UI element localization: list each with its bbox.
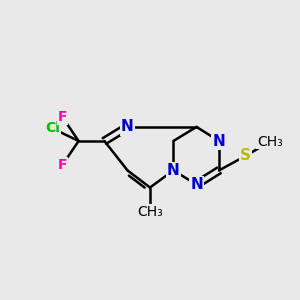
Text: CH₃: CH₃	[137, 205, 163, 218]
Text: N: N	[167, 163, 180, 178]
Text: F: F	[58, 158, 67, 172]
Text: Cl: Cl	[45, 122, 60, 135]
Text: N: N	[213, 134, 225, 148]
Text: N: N	[190, 177, 203, 192]
Text: F: F	[58, 110, 67, 124]
Text: N: N	[121, 119, 134, 134]
Text: S: S	[240, 148, 251, 164]
Text: CH₃: CH₃	[257, 135, 283, 148]
